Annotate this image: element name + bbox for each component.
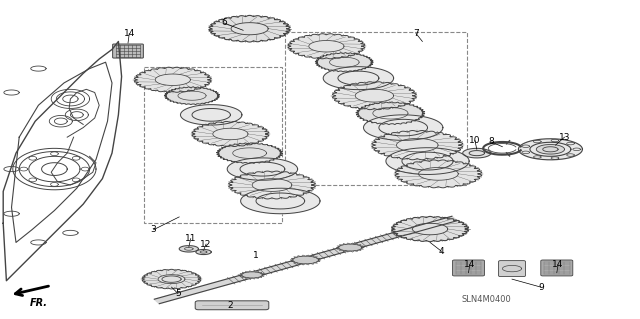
- Polygon shape: [323, 67, 394, 90]
- Polygon shape: [166, 87, 218, 104]
- FancyBboxPatch shape: [541, 260, 573, 276]
- Text: 14: 14: [124, 29, 135, 38]
- FancyBboxPatch shape: [195, 301, 269, 310]
- Polygon shape: [232, 172, 312, 198]
- Polygon shape: [463, 148, 491, 158]
- Polygon shape: [138, 68, 208, 91]
- Polygon shape: [227, 158, 298, 180]
- Text: 10: 10: [469, 136, 481, 145]
- Text: 6: 6: [221, 19, 227, 27]
- Text: 1: 1: [253, 251, 259, 260]
- FancyBboxPatch shape: [499, 261, 525, 277]
- Polygon shape: [154, 216, 457, 304]
- Polygon shape: [339, 244, 362, 251]
- Text: 2: 2: [228, 301, 233, 310]
- Polygon shape: [242, 272, 262, 278]
- FancyBboxPatch shape: [452, 260, 484, 276]
- Text: 3: 3: [151, 225, 156, 234]
- Polygon shape: [336, 83, 413, 108]
- Text: 7: 7: [413, 29, 419, 38]
- Text: 13: 13: [559, 133, 570, 142]
- Text: 4: 4: [439, 247, 444, 256]
- Polygon shape: [291, 35, 362, 58]
- Polygon shape: [317, 53, 371, 71]
- Polygon shape: [195, 122, 266, 145]
- Text: 9: 9: [538, 283, 543, 292]
- Polygon shape: [241, 188, 320, 214]
- Polygon shape: [212, 17, 287, 41]
- Polygon shape: [399, 161, 478, 187]
- Polygon shape: [293, 256, 319, 264]
- Text: 11: 11: [185, 234, 196, 243]
- Polygon shape: [386, 148, 469, 174]
- Polygon shape: [179, 246, 198, 252]
- FancyBboxPatch shape: [113, 44, 143, 58]
- Text: FR.: FR.: [29, 298, 47, 308]
- Text: SLN4M0400: SLN4M0400: [461, 295, 511, 304]
- Polygon shape: [395, 218, 465, 241]
- Text: 5: 5: [175, 289, 180, 298]
- Polygon shape: [196, 249, 211, 255]
- Text: 8: 8: [489, 137, 494, 146]
- Polygon shape: [536, 145, 564, 154]
- Polygon shape: [180, 105, 242, 125]
- Polygon shape: [364, 115, 443, 140]
- Text: 14: 14: [552, 260, 564, 269]
- Polygon shape: [219, 144, 280, 163]
- Polygon shape: [358, 103, 422, 124]
- Polygon shape: [518, 139, 582, 160]
- Text: 14: 14: [464, 260, 476, 269]
- Polygon shape: [376, 132, 459, 159]
- Text: 12: 12: [200, 240, 212, 249]
- Polygon shape: [145, 270, 198, 288]
